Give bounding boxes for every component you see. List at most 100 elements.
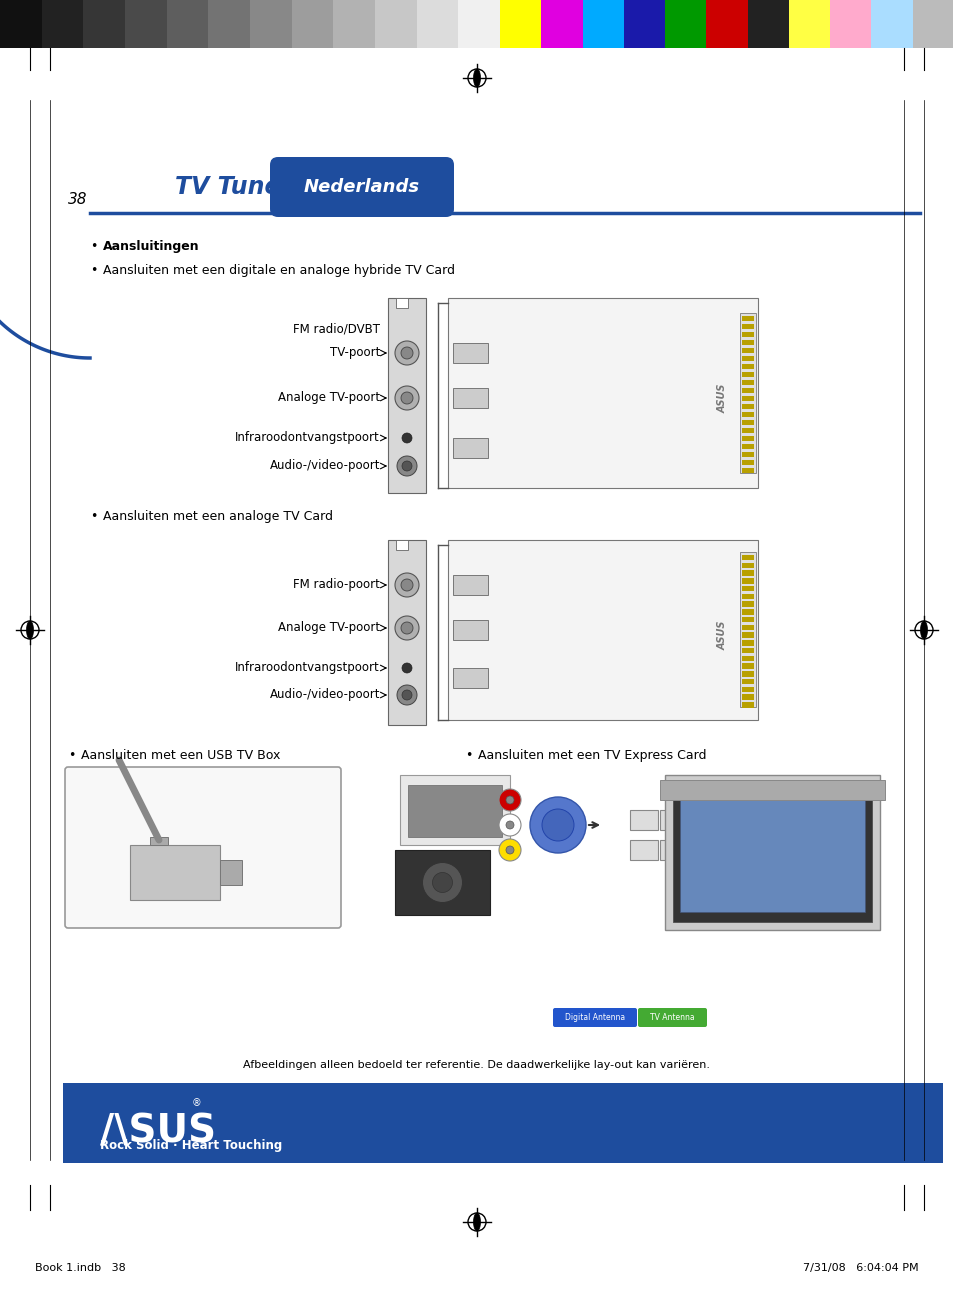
Circle shape [401,433,412,443]
Bar [208,0,250,48]
Bar [740,552,755,707]
Bar [659,809,687,830]
Bar [741,356,753,361]
Bar [741,315,753,322]
Circle shape [498,839,520,861]
Text: •: • [90,264,97,277]
Bar [741,656,753,661]
Circle shape [505,846,514,853]
Bar [629,809,658,830]
Text: ®: ® [192,1098,201,1108]
Bar [741,617,753,622]
Bar [741,679,753,684]
FancyBboxPatch shape [65,767,340,928]
Bar [408,785,501,837]
Bar [741,694,753,700]
Circle shape [432,873,452,892]
Bar [829,0,870,48]
Circle shape [401,663,412,672]
Bar [741,325,753,330]
Text: 7/31/08   6:04:04 PM: 7/31/08 6:04:04 PM [802,1263,918,1274]
Bar [672,793,871,922]
Text: •: • [464,749,472,762]
Text: Aansluitingen: Aansluitingen [103,240,199,253]
Ellipse shape [473,1213,480,1231]
Circle shape [541,809,574,840]
Bar [741,663,753,668]
Bar [741,632,753,637]
Bar [741,609,753,614]
Text: Nederlands: Nederlands [304,178,419,197]
Bar [741,562,753,568]
Circle shape [400,347,413,359]
Bar [741,365,753,370]
Bar [453,343,488,363]
Bar [167,0,208,48]
Bar [740,313,755,473]
Circle shape [396,456,416,476]
Text: TV Tuner: TV Tuner [174,175,292,199]
Circle shape [395,341,418,365]
Bar [747,0,788,48]
Bar [448,540,758,720]
Bar [0,0,42,48]
Bar [741,412,753,418]
Circle shape [396,685,416,705]
Text: •: • [90,240,97,253]
Circle shape [395,615,418,640]
Text: Aansluiten met een digitale en analoge hybride TV Card: Aansluiten met een digitale en analoge h… [103,264,455,277]
Bar [399,775,510,846]
Text: Aansluiten met een USB TV Box: Aansluiten met een USB TV Box [81,749,280,762]
Text: Audio-/video-poort: Audio-/video-poort [269,459,379,472]
Bar [741,396,753,401]
Bar [448,297,758,487]
Bar [664,775,879,930]
Bar [741,372,753,378]
Text: Analoge TV-poort: Analoge TV-poort [277,622,379,635]
Text: Rock Solid · Heart Touching: Rock Solid · Heart Touching [100,1139,282,1152]
Text: Infraroodontvangstpoort: Infraroodontvangstpoort [235,662,379,675]
Bar [292,0,333,48]
Bar [741,671,753,676]
Bar [659,840,687,860]
Bar [741,403,753,410]
Bar [741,578,753,583]
Bar [453,621,488,640]
FancyBboxPatch shape [638,1009,706,1027]
Bar [395,297,408,308]
Circle shape [498,815,520,837]
Ellipse shape [473,69,480,87]
Text: 38: 38 [68,193,88,207]
Text: TV-poort: TV-poort [330,347,379,359]
Bar [375,0,416,48]
Text: Aansluiten met een TV Express Card: Aansluiten met een TV Express Card [477,749,706,762]
Circle shape [498,789,520,811]
Bar [395,850,490,915]
Bar [457,0,499,48]
Text: /\SUS: /\SUS [100,1112,216,1149]
Bar [540,0,582,48]
Circle shape [400,622,413,634]
Circle shape [400,579,413,591]
Bar [741,340,753,345]
Circle shape [505,821,514,829]
Bar [42,0,83,48]
Bar [333,0,375,48]
Circle shape [395,387,418,410]
Bar [741,388,753,393]
Bar [741,640,753,645]
Bar [741,436,753,441]
Bar [664,0,705,48]
Bar [453,575,488,595]
Bar [741,625,753,630]
Bar [741,702,753,707]
Bar [741,468,753,473]
Text: Afbeeldingen alleen bedoeld ter referentie. De daadwerkelijke lay-out kan variër: Afbeeldingen alleen bedoeld ter referent… [243,1060,710,1071]
Bar [679,796,864,912]
FancyBboxPatch shape [553,1009,637,1027]
Bar [582,0,623,48]
Bar [388,540,426,725]
Bar [220,860,242,884]
Text: Digital Antenna: Digital Antenna [564,1012,624,1021]
Bar [741,443,753,450]
